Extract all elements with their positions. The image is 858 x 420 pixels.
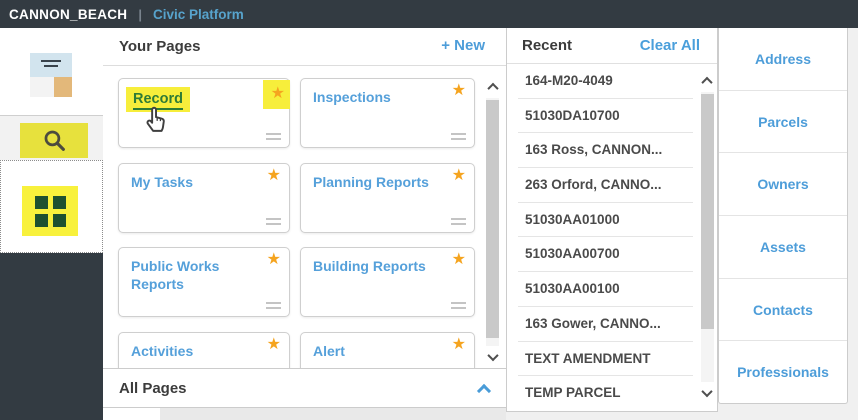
scrollbar-track[interactable] [486,98,499,346]
recent-title: Recent [522,37,573,54]
recent-item[interactable]: 163 Ross, CANNON... [518,133,693,169]
menu-item-address[interactable]: Address [719,28,847,91]
all-pages-content-edge [160,408,506,420]
favorite-star-icon[interactable]: ★ [451,167,466,184]
recent-item[interactable]: 51030AA00700 [518,237,693,273]
recent-item[interactable]: 51030AA00100 [518,272,693,307]
scrollbar-thumb[interactable] [486,100,499,339]
recent-item[interactable]: 263 Orford, CANNO... [518,168,693,203]
new-page-button[interactable]: + New [441,37,485,54]
page-card-alert[interactable]: Alert ★ [300,332,475,368]
chevron-up-icon [701,76,713,89]
star-highlight: ★ [263,80,290,109]
favorite-star-icon[interactable]: ★ [451,251,466,268]
clear-all-button[interactable]: Clear All [639,37,700,54]
recent-item[interactable]: TEMP PARCEL [525,385,621,401]
menu-item-professionals[interactable]: Professionals [737,364,829,381]
recent-panel: Recent Clear All 164-M20-4049 51030DA107… [506,28,718,412]
recent-list: 164-M20-4049 51030DA10700 163 Ross, CANN… [518,64,693,411]
page-card-public-works-reports[interactable]: Public Works Reports ★ [118,247,290,317]
scroll-up-button[interactable] [700,70,714,92]
entity-menu-panel: Address Parcels Owners Assets Contacts P… [718,28,848,404]
topbar-divider: | [138,6,142,22]
scrollbar-thumb[interactable] [700,94,714,329]
apps-grid-icon [34,195,66,227]
scrollbar-track[interactable] [700,92,714,382]
scroll-down-button[interactable] [485,346,500,368]
product-name: Civic Platform [153,6,244,22]
launchpad-icon [30,53,72,77]
search-button[interactable] [20,123,88,158]
your-pages-header: Your Pages + New [103,28,506,66]
favorite-star-icon[interactable]: ★ [266,251,281,268]
recent-item[interactable]: 51030AA01000 [518,203,693,238]
launchpad-button[interactable] [30,53,72,97]
pages-scrollbar[interactable] [485,76,500,368]
drag-handle-icon[interactable] [266,133,281,140]
page-card-record[interactable]: Record ★ [118,78,290,148]
all-pages-title: All Pages [119,379,187,397]
environment-name: CANNON_BEACH [9,6,128,22]
all-pages-bar[interactable]: All Pages [103,368,506,408]
collapse-chevron-up-icon[interactable] [476,383,492,399]
favorite-star-icon[interactable]: ★ [266,336,281,353]
favorite-star-icon[interactable]: ★ [266,167,281,184]
scroll-up-button[interactable] [485,76,500,98]
menu-item-assets[interactable]: Assets [719,216,847,279]
drag-handle-icon[interactable] [451,133,466,140]
chevron-down-icon [701,385,713,398]
left-rail [0,28,103,420]
cards-area: Record ★ Inspections ★ My Tasks ★ Planni… [103,28,506,368]
drag-handle-icon[interactable] [266,302,281,309]
menu-item-owners[interactable]: Owners [719,153,847,217]
apps-menu-item-selected[interactable] [0,160,103,253]
recent-header: Recent Clear All [507,28,717,64]
your-pages-panel: Record ★ Inspections ★ My Tasks ★ Planni… [103,28,506,420]
drag-handle-icon[interactable] [451,218,466,225]
your-pages-title: Your Pages [119,38,201,55]
rail-background [0,253,103,420]
page-card-activities[interactable]: Activities ★ [118,332,290,368]
recent-item[interactable]: 51030DA10700 [518,99,693,134]
search-icon [44,130,65,151]
favorite-star-icon[interactable]: ★ [451,336,466,353]
menu-item-contacts[interactable]: Contacts [719,279,847,342]
topbar: CANNON_BEACH | Civic Platform [0,0,858,28]
recent-scrollbar[interactable] [700,70,714,404]
recent-item[interactable]: 163 Gower, CANNO... [518,307,693,342]
page-card-inspections[interactable]: Inspections ★ [300,78,475,148]
drag-handle-icon[interactable] [451,302,466,309]
favorite-star-icon[interactable]: ★ [451,82,466,99]
record-link-highlight[interactable]: Record [126,87,190,112]
recent-item[interactable]: 164-M20-4049 [518,64,693,99]
page-card-planning-reports[interactable]: Planning Reports ★ [300,163,475,233]
recent-item[interactable]: TEXT AMENDMENT [518,342,693,377]
record-link[interactable]: Record [133,91,183,110]
drag-handle-icon[interactable] [266,218,281,225]
page-card-my-tasks[interactable]: My Tasks ★ [118,163,290,233]
rail-search-row [0,115,103,160]
chevron-down-icon [486,349,499,362]
menu-item-parcels[interactable]: Parcels [719,91,847,154]
apps-button[interactable] [22,186,78,236]
favorite-star-icon[interactable]: ★ [270,85,285,102]
page-card-building-reports[interactable]: Building Reports ★ [300,247,475,317]
chevron-up-icon [486,82,499,95]
scroll-down-button[interactable] [700,382,714,404]
